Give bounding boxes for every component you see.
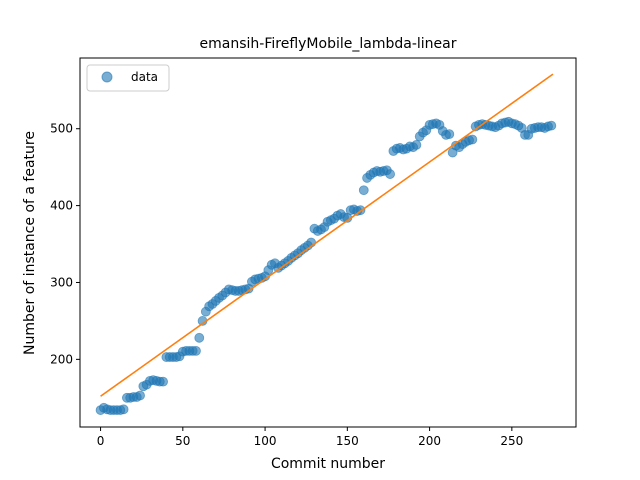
data-point <box>411 139 422 150</box>
y-tick-label: 300 <box>50 275 73 289</box>
y-axis-label: Number of instance of a feature <box>22 131 38 355</box>
data-point <box>546 120 557 131</box>
x-tick-label: 100 <box>254 434 277 448</box>
plot-frame <box>79 57 577 428</box>
x-tick-label: 250 <box>500 434 523 448</box>
x-tick-label: 150 <box>336 434 359 448</box>
y-ticks: 200 300 400 500 <box>50 122 80 366</box>
x-axis-label: Commit number <box>271 456 385 472</box>
data-point <box>385 169 396 179</box>
x-tick-label: 0 <box>97 434 105 448</box>
data-point <box>158 376 168 387</box>
legend: data <box>86 64 170 92</box>
plot-markers <box>95 73 557 415</box>
legend-box <box>86 64 170 92</box>
x-tick-label: 200 <box>418 434 441 448</box>
data-point <box>118 404 129 415</box>
data-point <box>358 185 369 196</box>
data-point <box>191 345 201 356</box>
data-point <box>467 134 478 145</box>
plot-area <box>80 58 576 427</box>
data-point <box>444 129 455 140</box>
y-tick-label: 400 <box>50 199 73 213</box>
data-point <box>194 332 205 343</box>
data-point <box>135 390 145 401</box>
legend-label-data: data <box>131 70 158 84</box>
x-tick-label: 50 <box>175 434 190 448</box>
y-tick-label: 200 <box>50 352 73 366</box>
legend-marker <box>101 71 113 83</box>
y-tick-label: 500 <box>50 122 73 136</box>
fit-line <box>100 73 554 397</box>
chart-title: emansih-FireflyMobile_lambda-linear <box>200 36 457 52</box>
x-ticks: 0 50 100 150 200 250 <box>97 427 523 448</box>
